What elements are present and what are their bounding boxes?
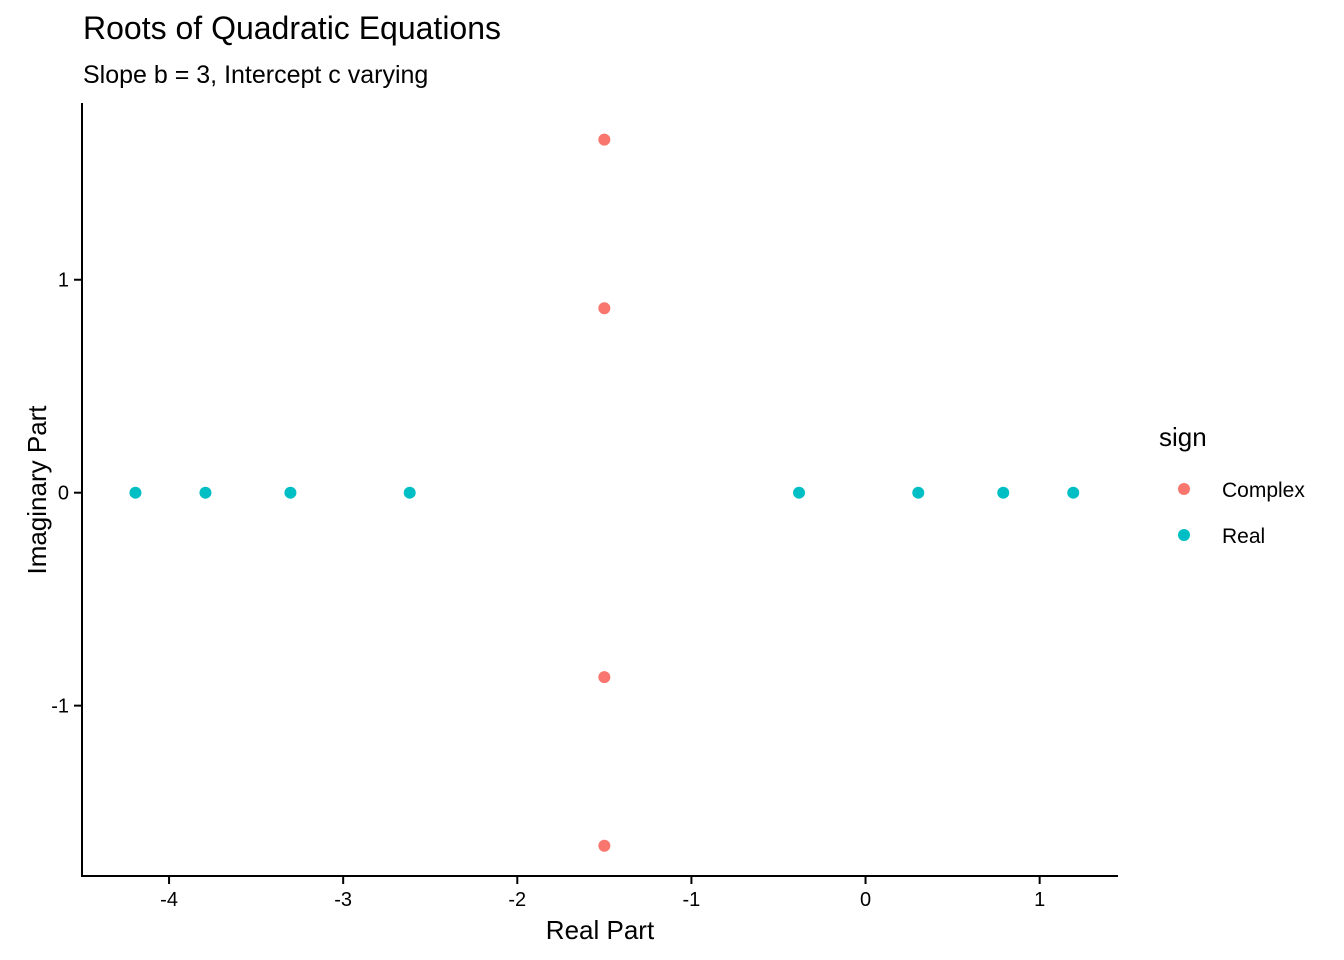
y-axis-ticks: -1 0 1 — [51, 270, 82, 718]
legend-title: sign — [1159, 422, 1207, 452]
point-real-1 — [199, 486, 212, 499]
legend-key-complex — [1178, 483, 1190, 495]
x-tick-label-3: -1 — [683, 889, 701, 911]
y-tick-label-0: -1 — [51, 696, 69, 718]
chart-subtitle: Slope b = 3, Intercept c varying — [83, 61, 428, 89]
point-complex-1 — [598, 302, 611, 315]
x-tick-label-2: -2 — [508, 889, 526, 911]
legend: sign Complex Real — [1159, 422, 1305, 548]
legend-label-complex: Complex — [1222, 479, 1305, 502]
point-complex-2 — [598, 671, 611, 684]
point-complex-3 — [598, 839, 611, 852]
x-tick-label-1: -3 — [334, 889, 352, 911]
y-tick-label-1: 0 — [58, 483, 69, 505]
point-real-4 — [793, 486, 806, 499]
point-complex-0 — [598, 133, 611, 146]
y-tick-label-2: 1 — [58, 270, 69, 292]
point-real-2 — [284, 486, 297, 499]
point-real-7 — [1067, 486, 1080, 499]
point-real-6 — [997, 486, 1010, 499]
legend-label-real: Real — [1222, 525, 1265, 548]
x-axis-ticks: -4 -3 -2 -1 0 1 — [160, 876, 1045, 911]
x-tick-label-5: 1 — [1034, 889, 1045, 911]
plot-points — [129, 133, 1080, 852]
legend-key-real — [1178, 529, 1190, 541]
point-real-0 — [129, 486, 142, 499]
x-axis-title: Real Part — [546, 915, 655, 945]
legend-entries: Complex Real — [1178, 479, 1305, 548]
point-real-3 — [403, 486, 416, 499]
y-axis-title: Imaginary Part — [22, 405, 52, 575]
chart-title: Roots of Quadratic Equations — [83, 10, 501, 46]
point-real-5 — [912, 486, 925, 499]
x-tick-label-4: 0 — [860, 889, 871, 911]
x-tick-label-0: -4 — [160, 889, 178, 911]
